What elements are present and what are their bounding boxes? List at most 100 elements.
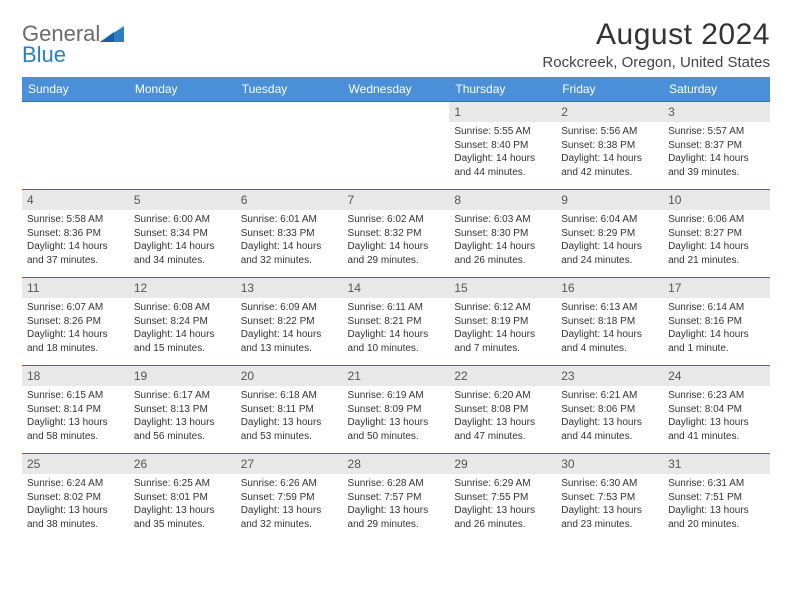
calendar-day-cell: 1 Sunrise: 5:55 AMSunset: 8:40 PMDaylight… (449, 102, 556, 190)
calendar-day-cell: 29 Sunrise: 6:29 AMSunset: 7:55 PMDayligh… (449, 454, 556, 542)
day-info: Sunrise: 6:00 AMSunset: 8:34 PMDaylight:… (134, 213, 231, 267)
day-info: Sunrise: 6:17 AMSunset: 8:13 PMDaylight:… (134, 389, 231, 443)
day-info: Sunrise: 6:11 AMSunset: 8:21 PMDaylight:… (348, 301, 445, 355)
day-number: 7 (343, 190, 450, 210)
calendar-day-cell: 27 Sunrise: 6:26 AMSunset: 7:59 PMDayligh… (236, 454, 343, 542)
day-number: 28 (343, 454, 450, 474)
calendar-day-cell: 4 Sunrise: 5:58 AMSunset: 8:36 PMDaylight… (22, 190, 129, 278)
calendar-day-cell: 8Sunrise: 6:03 AMSunset: 8:30 PMDaylight… (449, 190, 556, 278)
day-number: 3 (663, 102, 770, 122)
month-title: August 2024 (542, 18, 770, 52)
calendar-day-cell: 9 Sunrise: 6:04 AMSunset: 8:29 PMDaylight… (556, 190, 663, 278)
day-number: 19 (129, 366, 236, 386)
day-number: 21 (343, 366, 450, 386)
day-number: 26 (129, 454, 236, 474)
day-number: 30 (556, 454, 663, 474)
weekday-header: Monday (129, 77, 236, 102)
day-info: Sunrise: 5:55 AMSunset: 8:40 PMDaylight:… (454, 125, 551, 179)
day-number: 25 (22, 454, 129, 474)
brand-text-2: Blue (22, 45, 126, 66)
calendar-day-cell: 10 Sunrise: 6:06 AMSunset: 8:27 PMDayligh… (663, 190, 770, 278)
calendar-day-cell: 5 Sunrise: 6:00 AMSunset: 8:34 PMDaylight… (129, 190, 236, 278)
day-number: 18 (22, 366, 129, 386)
day-info: Sunrise: 6:19 AMSunset: 8:09 PMDaylight:… (348, 389, 445, 443)
day-info: Sunrise: 6:03 AMSunset: 8:30 PMDaylight:… (454, 213, 551, 267)
calendar-day-cell: 19 Sunrise: 6:17 AMSunset: 8:13 PMDayligh… (129, 366, 236, 454)
day-info: Sunrise: 6:09 AMSunset: 8:22 PMDaylight:… (241, 301, 338, 355)
day-info: Sunrise: 6:30 AMSunset: 7:53 PMDaylight:… (561, 477, 658, 531)
day-info: Sunrise: 6:18 AMSunset: 8:11 PMDaylight:… (241, 389, 338, 443)
day-info: Sunrise: 6:08 AMSunset: 8:24 PMDaylight:… (134, 301, 231, 355)
day-info: Sunrise: 6:23 AMSunset: 8:04 PMDaylight:… (668, 389, 765, 443)
weekday-header: Saturday (663, 77, 770, 102)
calendar-week-row: 11Sunrise: 6:07 AMSunset: 8:26 PMDayligh… (22, 278, 770, 366)
day-info: Sunrise: 6:04 AMSunset: 8:29 PMDaylight:… (561, 213, 658, 267)
calendar-day-cell: 12 Sunrise: 6:08 AMSunset: 8:24 PMDayligh… (129, 278, 236, 366)
day-info: Sunrise: 6:20 AMSunset: 8:08 PMDaylight:… (454, 389, 551, 443)
day-number: 5 (129, 190, 236, 210)
day-info: Sunrise: 6:21 AMSunset: 8:06 PMDaylight:… (561, 389, 658, 443)
calendar-day-cell: 21 Sunrise: 6:19 AMSunset: 8:09 PMDayligh… (343, 366, 450, 454)
day-info: Sunrise: 5:56 AMSunset: 8:38 PMDaylight:… (561, 125, 658, 179)
calendar-day-cell: 7 Sunrise: 6:02 AMSunset: 8:32 PMDaylight… (343, 190, 450, 278)
calendar-day-cell: 25 Sunrise: 6:24 AMSunset: 8:02 PMDayligh… (22, 454, 129, 542)
calendar-day-cell: 28 Sunrise: 6:28 AMSunset: 7:57 PMDayligh… (343, 454, 450, 542)
day-number: 6 (236, 190, 343, 210)
location-subtitle: Rockcreek, Oregon, United States (542, 54, 770, 71)
day-number: 1 (449, 102, 556, 122)
day-number: 16 (556, 278, 663, 298)
calendar-week-row: 25 Sunrise: 6:24 AMSunset: 8:02 PMDayligh… (22, 454, 770, 542)
calendar-day-cell: 17 Sunrise: 6:14 AMSunset: 8:16 PMDayligh… (663, 278, 770, 366)
day-info: Sunrise: 6:06 AMSunset: 8:27 PMDaylight:… (668, 213, 765, 267)
day-number: 13 (236, 278, 343, 298)
calendar-empty-cell (129, 102, 236, 190)
day-number: 31 (663, 454, 770, 474)
day-info: Sunrise: 6:13 AMSunset: 8:18 PMDaylight:… (561, 301, 658, 355)
calendar-day-cell: 15Sunrise: 6:12 AMSunset: 8:19 PMDayligh… (449, 278, 556, 366)
calendar-day-cell: 16 Sunrise: 6:13 AMSunset: 8:18 PMDayligh… (556, 278, 663, 366)
day-number: 20 (236, 366, 343, 386)
day-info: Sunrise: 6:14 AMSunset: 8:16 PMDaylight:… (668, 301, 765, 355)
brand-triangle-icon (100, 24, 126, 44)
calendar-day-cell: 31Sunrise: 6:31 AMSunset: 7:51 PMDayligh… (663, 454, 770, 542)
calendar-week-row: 1 Sunrise: 5:55 AMSunset: 8:40 PMDaylight… (22, 102, 770, 190)
day-number: 12 (129, 278, 236, 298)
page-header: General Blue August 2024 Rockcreek, Oreg… (22, 18, 770, 71)
calendar-week-row: 18 Sunrise: 6:15 AMSunset: 8:14 PMDayligh… (22, 366, 770, 454)
brand-logo: General Blue (22, 18, 126, 66)
calendar-empty-cell (22, 102, 129, 190)
calendar-day-cell: 20 Sunrise: 6:18 AMSunset: 8:11 PMDayligh… (236, 366, 343, 454)
weekday-header: Wednesday (343, 77, 450, 102)
day-number: 15 (449, 278, 556, 298)
day-number: 14 (343, 278, 450, 298)
day-number: 17 (663, 278, 770, 298)
day-number: 11 (22, 278, 129, 298)
calendar-day-cell: 2 Sunrise: 5:56 AMSunset: 8:38 PMDaylight… (556, 102, 663, 190)
day-number: 2 (556, 102, 663, 122)
day-number: 9 (556, 190, 663, 210)
day-info: Sunrise: 6:24 AMSunset: 8:02 PMDaylight:… (27, 477, 124, 531)
calendar-day-cell: 3 Sunrise: 5:57 AMSunset: 8:37 PMDaylight… (663, 102, 770, 190)
day-number: 10 (663, 190, 770, 210)
calendar-day-cell: 18 Sunrise: 6:15 AMSunset: 8:14 PMDayligh… (22, 366, 129, 454)
day-info: Sunrise: 5:57 AMSunset: 8:37 PMDaylight:… (668, 125, 765, 179)
weekday-header-row: SundayMondayTuesdayWednesdayThursdayFrid… (22, 77, 770, 102)
calendar-week-row: 4 Sunrise: 5:58 AMSunset: 8:36 PMDaylight… (22, 190, 770, 278)
day-info: Sunrise: 6:02 AMSunset: 8:32 PMDaylight:… (348, 213, 445, 267)
day-info: Sunrise: 6:01 AMSunset: 8:33 PMDaylight:… (241, 213, 338, 267)
calendar-day-cell: 11Sunrise: 6:07 AMSunset: 8:26 PMDayligh… (22, 278, 129, 366)
day-number: 27 (236, 454, 343, 474)
weekday-header: Tuesday (236, 77, 343, 102)
calendar-empty-cell (343, 102, 450, 190)
day-number: 29 (449, 454, 556, 474)
day-info: Sunrise: 6:26 AMSunset: 7:59 PMDaylight:… (241, 477, 338, 531)
day-info: Sunrise: 6:28 AMSunset: 7:57 PMDaylight:… (348, 477, 445, 531)
day-info: Sunrise: 6:15 AMSunset: 8:14 PMDaylight:… (27, 389, 124, 443)
day-info: Sunrise: 6:25 AMSunset: 8:01 PMDaylight:… (134, 477, 231, 531)
day-info: Sunrise: 5:58 AMSunset: 8:36 PMDaylight:… (27, 213, 124, 267)
day-info: Sunrise: 6:29 AMSunset: 7:55 PMDaylight:… (454, 477, 551, 531)
calendar-day-cell: 23Sunrise: 6:21 AMSunset: 8:06 PMDayligh… (556, 366, 663, 454)
calendar-day-cell: 22Sunrise: 6:20 AMSunset: 8:08 PMDayligh… (449, 366, 556, 454)
calendar-day-cell: 6 Sunrise: 6:01 AMSunset: 8:33 PMDaylight… (236, 190, 343, 278)
day-number: 4 (22, 190, 129, 210)
